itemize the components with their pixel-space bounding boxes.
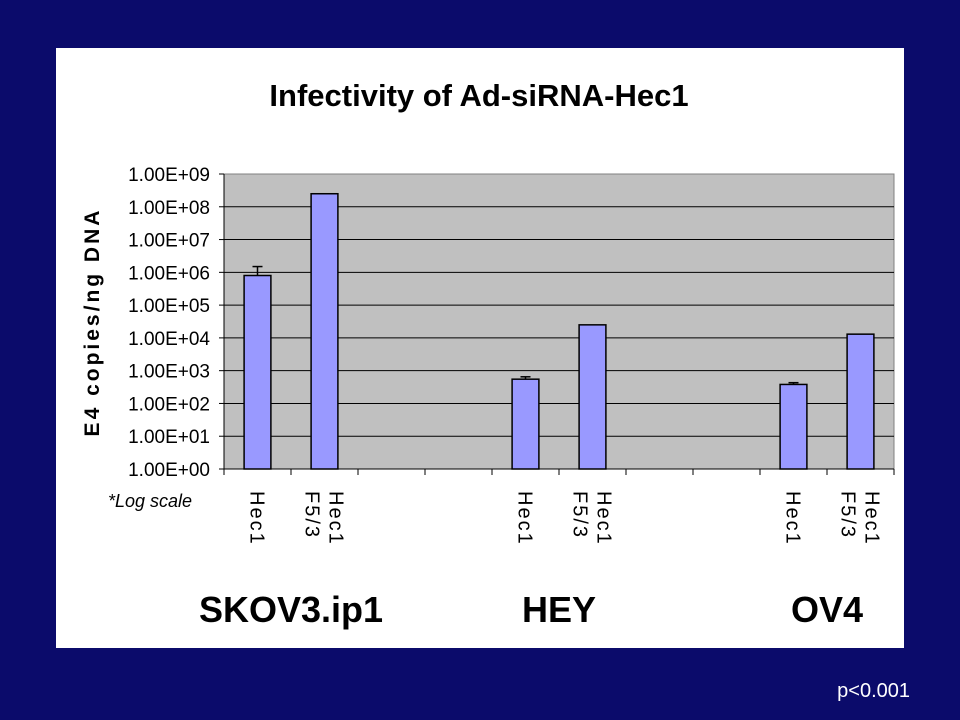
category-label: F5/3 [569,491,591,539]
bar [779,383,808,470]
y-tick-label: 1.00E+01 [128,427,210,448]
bar [578,324,607,470]
bar [846,333,875,470]
bar [310,192,339,470]
y-tick-label: 1.00E+06 [128,263,210,284]
y-tick-label: 1.00E+05 [128,296,210,317]
y-tick-label: 1.00E+09 [128,165,210,186]
y-tick-label: 1.00E+03 [128,362,210,383]
group-label: HEY [522,589,596,630]
log-scale-note: *Log scale [108,491,192,511]
category-label: Hec1 [514,491,536,546]
y-tick-label: 1.00E+04 [128,329,210,350]
category-label: Hec1 [325,491,347,546]
y-axis-ticks: 1.00E+00 1.00E+01 1.00E+02 1.00E+03 1.00E+04… [128,165,895,481]
group-labels: SKOV3.ip1 HEY OV4 [199,589,863,630]
group-label: OV4 [791,589,863,630]
y-tick-label: 1.00E+07 [128,231,210,252]
category-label: Hec1 [246,491,268,546]
y-tick-label: 1.00E+02 [128,394,210,415]
y-tick-label: 1.00E+00 [128,460,210,481]
bar [511,378,540,470]
category-label: F5/3 [301,491,323,539]
bar [243,274,272,470]
category-label: Hec1 [782,491,804,546]
y-axis-label: E4 copies/ng DNA [81,208,104,437]
category-label: F5/3 [837,491,859,539]
p-value: p<0.001 [837,680,910,702]
chart-title: Infectivity of Ad-siRNA-Hec1 [269,78,688,113]
y-tick-label: 1.00E+08 [128,198,210,219]
group-label: SKOV3.ip1 [199,589,383,630]
bars [243,192,875,470]
category-label: Hec1 [593,491,615,546]
category-label: Hec1 [861,491,883,546]
